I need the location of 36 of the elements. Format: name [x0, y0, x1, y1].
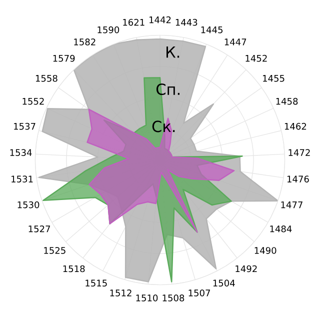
spoke-label: 1518 [63, 265, 85, 272]
spoke-label: 1582 [74, 38, 96, 46]
spoke-label: 1537 [14, 122, 36, 130]
spoke-label: 1455 [263, 75, 284, 82]
spoke-label: 1442 [150, 16, 171, 24]
spoke-label: 1515 [86, 280, 107, 287]
spoke-label: 1579 [53, 54, 75, 62]
spoke-label: 1552 [22, 98, 44, 105]
spoke-label: 1512 [110, 290, 132, 296]
spoke-label: 1458 [276, 98, 298, 105]
spoke-label: 1492 [236, 265, 257, 272]
spoke-label: 1490 [254, 247, 276, 254]
series-label: Ск. [152, 120, 175, 132]
spoke-label: 1452 [246, 54, 267, 62]
spoke-label: 1590 [98, 26, 120, 34]
spoke-label: 1445 [201, 26, 222, 34]
spoke-label: 1530 [18, 201, 40, 208]
spoke-label: 1447 [224, 38, 246, 46]
spoke-label: 1462 [284, 122, 306, 130]
spoke-label: 1507 [188, 290, 210, 296]
spoke-label: 1525 [44, 247, 66, 254]
spoke-label: 1510 [136, 294, 158, 302]
spoke-label: 1621 [123, 18, 144, 26]
spoke-label: 1472 [288, 149, 310, 156]
spoke-label: 1508 [162, 294, 184, 302]
spoke-label: 1527 [28, 225, 50, 232]
spoke-label: 1443 [176, 18, 198, 26]
spoke-label: 1534 [10, 149, 32, 156]
series-label: Сп. [156, 83, 180, 96]
spoke-label: 1504 [213, 280, 235, 287]
spoke-label: 1531 [12, 176, 33, 182]
spoke-label: 1484 [270, 225, 292, 232]
spoke-label: 1476 [287, 176, 309, 182]
spoke-label: 1477 [281, 201, 302, 208]
series-label: К. [166, 46, 180, 58]
spoke-label: 1558 [36, 74, 58, 82]
